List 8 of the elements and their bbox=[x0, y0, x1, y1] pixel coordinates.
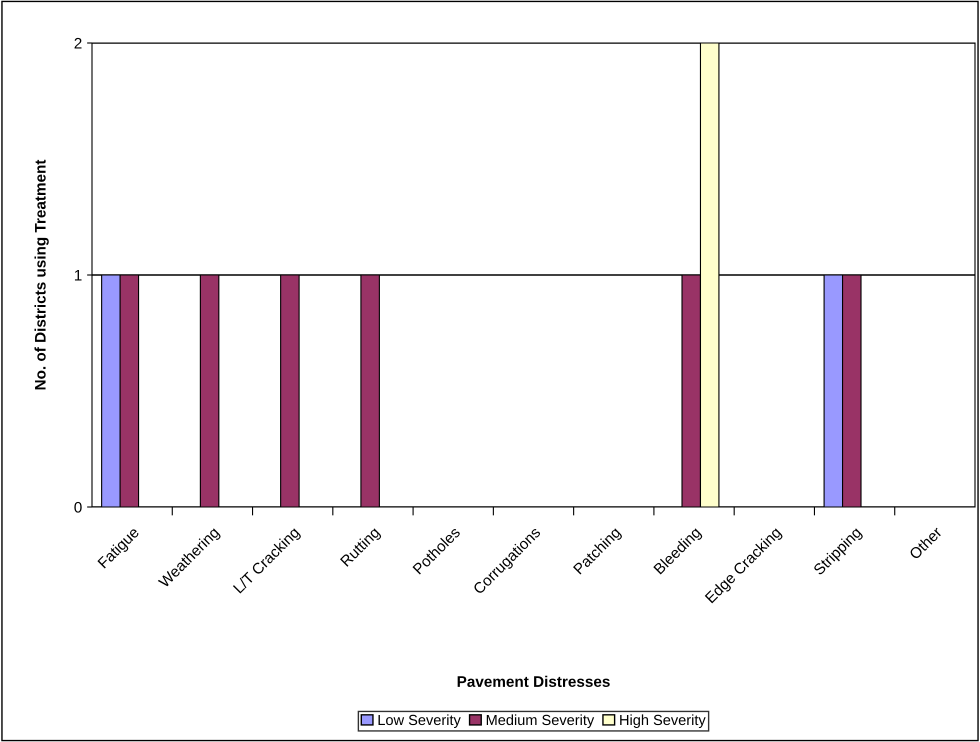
y-tick-label: 1 bbox=[74, 270, 82, 281]
x-axis-title: Pavement Distresses bbox=[458, 676, 610, 687]
y-tick-label: 0 bbox=[74, 502, 82, 513]
legend-label: Low Severity bbox=[378, 714, 461, 728]
legend-label: High Severity bbox=[620, 714, 706, 728]
y-tick-label: 2 bbox=[74, 38, 82, 49]
legend-label: Medium Severity bbox=[486, 714, 594, 728]
y-axis-title: No. of Districts using Treatment bbox=[34, 160, 49, 390]
